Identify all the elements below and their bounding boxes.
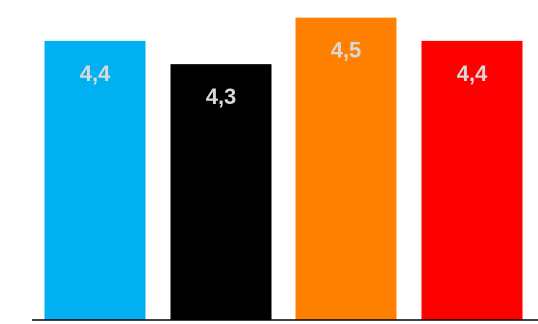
bar-value-label-1: 4,4 <box>80 61 111 86</box>
bar-value-label-4: 4,4 <box>457 61 488 86</box>
bar-value-label-3: 4,5 <box>331 38 362 63</box>
bar-value-label-2: 4,3 <box>206 84 237 109</box>
bar-3 <box>295 17 397 320</box>
bar-1 <box>44 40 146 321</box>
bar-4 <box>421 40 523 321</box>
bar-2 <box>170 64 272 320</box>
bars-group <box>44 17 523 321</box>
value-labels-group: 4,4 4,3 4,5 4,4 <box>80 38 488 110</box>
